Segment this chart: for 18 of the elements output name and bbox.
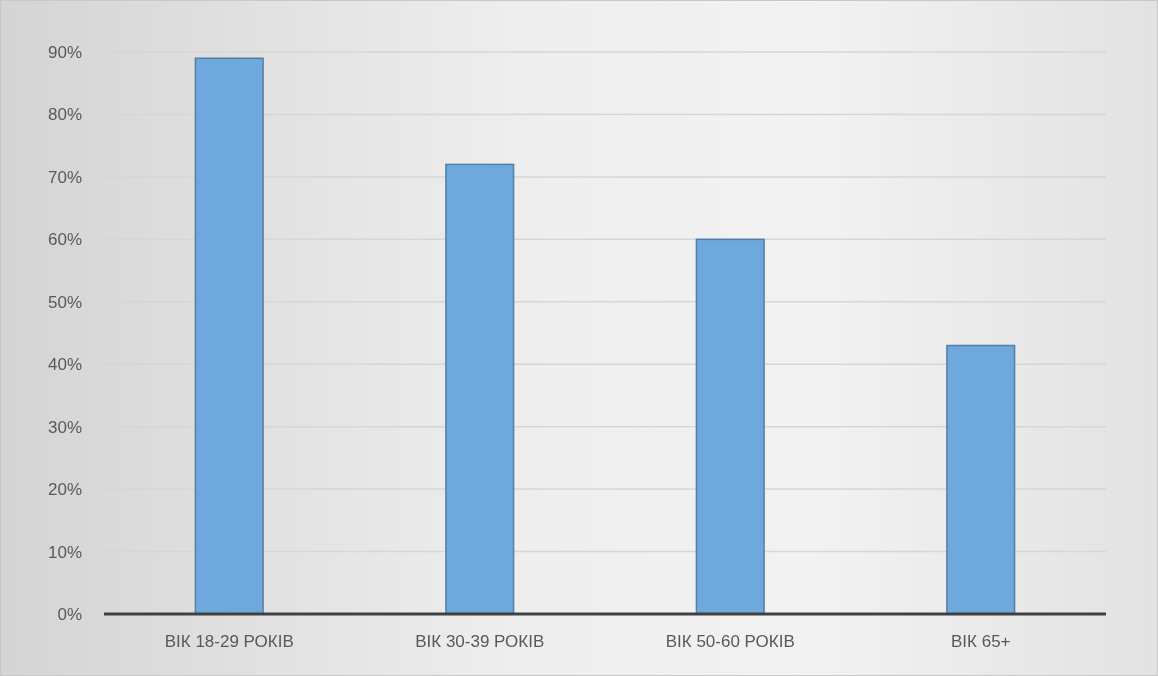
x-tick-label: ВІК 65+: [950, 631, 1011, 651]
y-tick-label: 20%: [47, 480, 82, 500]
y-tick-label: 0%: [57, 604, 82, 624]
y-tick-label: 80%: [47, 105, 82, 125]
y-tick-label: 10%: [47, 542, 82, 562]
y-tick-label: 60%: [47, 230, 82, 250]
y-tick-label: 90%: [47, 42, 82, 62]
y-tick-label: 30%: [47, 417, 82, 437]
x-tick-label: ВІК 50-60 РОКІВ: [665, 631, 795, 651]
x-tick-label: ВІК 18-29 РОКІВ: [164, 631, 294, 651]
bar: [946, 344, 1016, 615]
y-tick-label: 70%: [47, 167, 82, 187]
bar: [445, 163, 515, 615]
bar: [695, 238, 765, 615]
y-tick-label: 50%: [47, 292, 82, 312]
y-tick-label: 40%: [47, 355, 82, 375]
bar: [194, 57, 264, 615]
x-tick-label: ВІК 30-39 РОКІВ: [415, 631, 545, 651]
